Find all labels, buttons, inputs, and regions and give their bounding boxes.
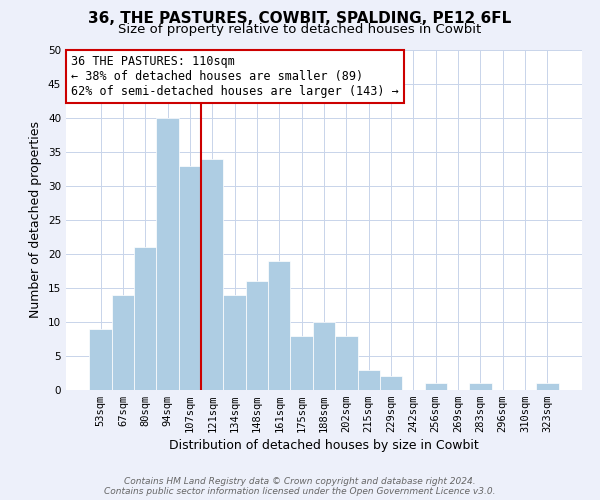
Bar [313,322,335,390]
Bar [358,370,380,390]
Bar [246,281,268,390]
Bar [469,383,491,390]
Bar [112,295,134,390]
X-axis label: Distribution of detached houses by size in Cowbit: Distribution of detached houses by size … [169,440,479,452]
Text: Contains HM Land Registry data © Crown copyright and database right 2024.
Contai: Contains HM Land Registry data © Crown c… [104,476,496,496]
Bar [179,166,201,390]
Bar [201,159,223,390]
Bar [268,261,290,390]
Bar [425,383,447,390]
Bar [335,336,358,390]
Text: Size of property relative to detached houses in Cowbit: Size of property relative to detached ho… [118,22,482,36]
Bar [380,376,402,390]
Bar [290,336,313,390]
Bar [157,118,179,390]
Bar [134,247,157,390]
Text: 36 THE PASTURES: 110sqm
← 38% of detached houses are smaller (89)
62% of semi-de: 36 THE PASTURES: 110sqm ← 38% of detache… [71,55,399,98]
Bar [223,295,246,390]
Bar [536,383,559,390]
Y-axis label: Number of detached properties: Number of detached properties [29,122,43,318]
Text: 36, THE PASTURES, COWBIT, SPALDING, PE12 6FL: 36, THE PASTURES, COWBIT, SPALDING, PE12… [88,11,512,26]
Bar [89,329,112,390]
